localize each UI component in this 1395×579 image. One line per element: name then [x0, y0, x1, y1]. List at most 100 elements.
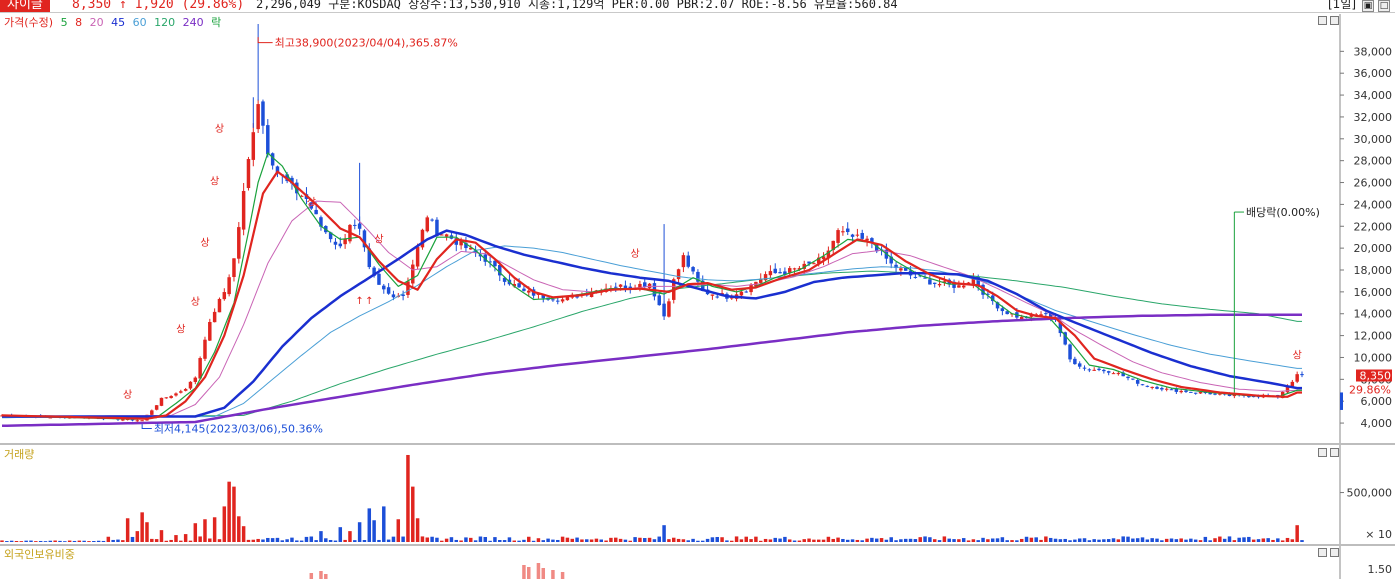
y-tick-label: 10,000 [1354, 351, 1393, 364]
plot-area [0, 445, 1340, 544]
ownership-bar [324, 574, 328, 579]
high-pointer [257, 37, 273, 44]
volume-bar [502, 540, 507, 542]
volume-bar [1184, 539, 1188, 542]
price-legend: 가격(수정) 5 8 20 45 60 120 240 락 [4, 16, 225, 29]
candle [1019, 316, 1024, 320]
candle [986, 293, 990, 295]
volume-bar [710, 537, 715, 542]
candle [792, 268, 797, 270]
pane-close-icon[interactable] [1330, 448, 1339, 457]
volume-bar [1271, 539, 1275, 542]
volume-bar [87, 541, 91, 542]
candle [807, 261, 811, 264]
candle [246, 159, 251, 189]
candle [232, 258, 236, 277]
pane-divider[interactable] [0, 544, 1395, 546]
candle [411, 264, 415, 284]
volume-pane: 500,000 × 10 거래량 [0, 445, 1395, 544]
volume-bar [1106, 539, 1111, 542]
stock-name[interactable]: 자이글 [0, 0, 50, 12]
volume-bar [72, 540, 77, 542]
volume-bar [43, 541, 48, 542]
volume-bar [1290, 539, 1295, 542]
limit-up-mark: 상 [191, 296, 200, 308]
candle [1116, 373, 1121, 375]
volume-bar [696, 540, 700, 542]
volume-bar [913, 539, 918, 542]
volume-bar [1295, 525, 1299, 542]
candle [425, 217, 430, 232]
low-note: 최저4,145(2023/03/06),50.36% [154, 423, 323, 436]
volume-bar [889, 537, 893, 542]
pane-divider[interactable] [0, 443, 1395, 445]
volume-bar [1131, 538, 1135, 542]
volume-bar [1111, 538, 1116, 542]
volume-bar [63, 541, 67, 542]
candle [1213, 393, 1217, 395]
volume-bar [614, 537, 618, 542]
candle [874, 243, 879, 252]
candle [990, 295, 995, 302]
pane-minimize-icon[interactable] [1318, 548, 1327, 557]
volume-bar [101, 540, 106, 542]
pane-minimize-icon[interactable] [1318, 16, 1327, 25]
pane-close-icon[interactable] [1330, 548, 1339, 557]
volume-bar [1063, 538, 1067, 542]
volume-bar [319, 531, 323, 542]
volume-bar [256, 538, 260, 542]
candle [266, 125, 270, 155]
candle [251, 132, 256, 160]
maximize-window-icon[interactable]: □ [1378, 0, 1390, 12]
ownership-bar [541, 568, 546, 579]
volume-bar [488, 540, 492, 542]
candle [696, 271, 700, 282]
volume-bar [237, 516, 241, 542]
volume-bar [647, 537, 652, 542]
candle [971, 277, 976, 285]
candle [913, 276, 918, 278]
period-selector[interactable]: [1일] [1328, 0, 1357, 11]
volume-bar [203, 519, 207, 542]
volume-bar [353, 540, 357, 542]
restore-window-icon[interactable]: ▣ [1362, 0, 1374, 12]
candle [995, 302, 1000, 309]
volume-chart[interactable]: 500,000 × 10 [0, 445, 1395, 544]
ownership-bar [319, 571, 323, 579]
volume-bar [609, 537, 613, 542]
volume-bar [575, 537, 579, 542]
volume-bar [1198, 540, 1203, 542]
candle [889, 256, 893, 264]
volume-bar [570, 538, 574, 542]
candle [821, 256, 826, 260]
volume-bar [382, 506, 386, 542]
candle [860, 232, 864, 239]
volume-bar [1048, 537, 1053, 542]
pane-close-icon[interactable] [1330, 16, 1339, 25]
foreign-ownership-chart[interactable]: 1.50 [0, 546, 1395, 579]
price-chart[interactable]: 38,000 36,000 34,000 32,000 30,000 28,000 26,0… [0, 14, 1395, 443]
volume-bar [981, 537, 985, 542]
volume-bar [261, 539, 265, 542]
volume-bar [96, 540, 101, 542]
volume-bar [715, 536, 719, 542]
volume-bar [270, 538, 275, 542]
pane-minimize-icon[interactable] [1318, 448, 1327, 457]
candle [981, 284, 985, 295]
limit-up-mark: 상 [176, 323, 185, 335]
volume-bar [67, 540, 72, 542]
volume-bar [232, 486, 236, 542]
candle [1150, 386, 1154, 388]
volume-bar [130, 536, 135, 542]
volume-bar [459, 540, 463, 542]
volume-bar [672, 537, 676, 542]
volume-bar [164, 540, 169, 542]
volume-bar [77, 540, 82, 542]
candle [899, 268, 903, 271]
candle [488, 261, 492, 263]
candle [121, 419, 125, 421]
volume-bar [1160, 540, 1164, 542]
candle [812, 263, 816, 265]
volume-bar [454, 539, 459, 542]
candle [923, 277, 927, 279]
